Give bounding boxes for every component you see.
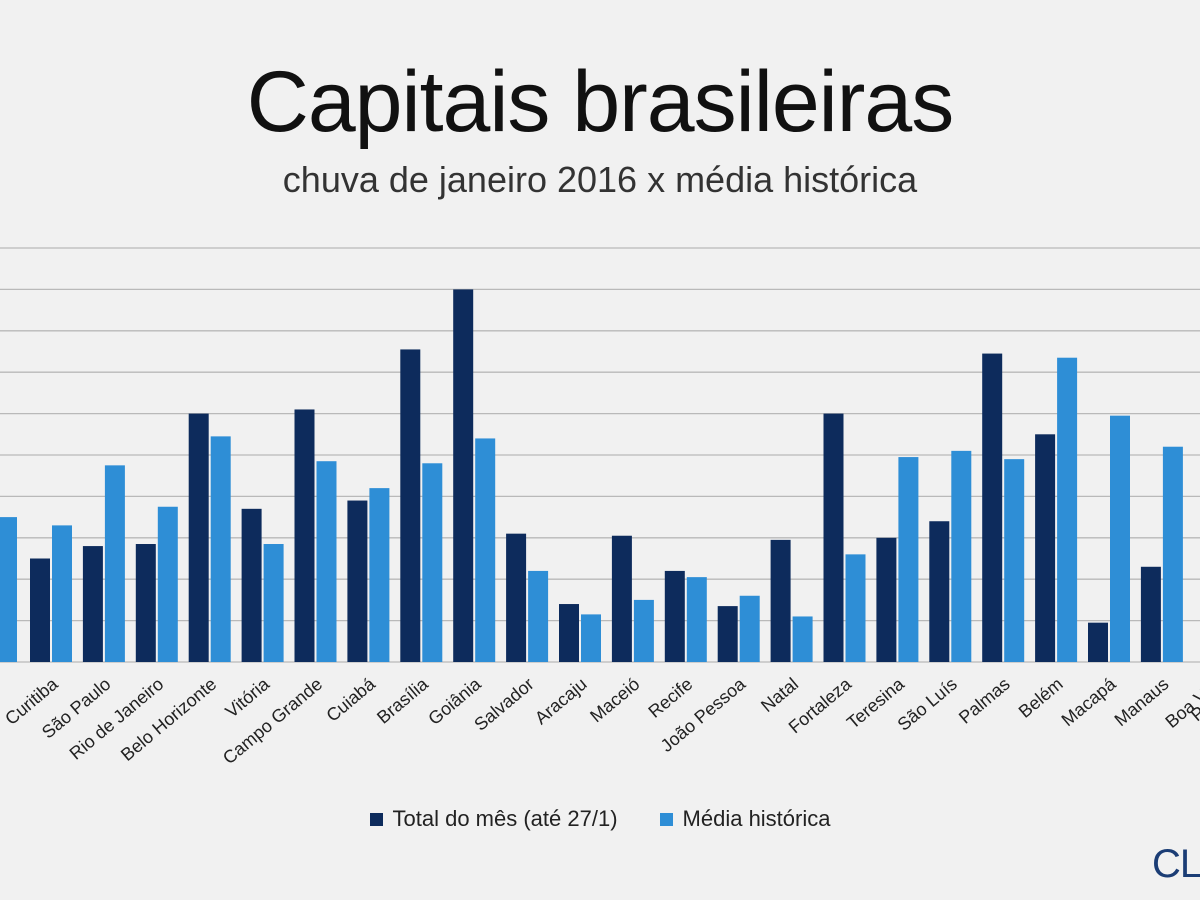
bar-total: [929, 521, 950, 662]
bar-media: [1110, 415, 1130, 662]
bar-total: [30, 558, 50, 662]
bar-media: [422, 463, 443, 662]
bar-media: [1004, 459, 1025, 662]
legend-swatch-total: [369, 812, 383, 826]
legend: Total do mês (até 27/1) Média histórica: [0, 806, 1200, 832]
bar-media: [898, 457, 919, 662]
bar-media: [263, 544, 284, 662]
bar-total: [876, 537, 897, 662]
x-tick-label: Belo Horizonte: [117, 674, 220, 765]
bar-total: [188, 413, 209, 662]
bar-media: [369, 488, 390, 662]
bar-media: [1057, 357, 1078, 662]
x-tick-label: Manaus: [1111, 674, 1173, 730]
bar-total: [982, 353, 1003, 662]
bar-media: [845, 554, 866, 662]
x-tick-label: Salvador: [470, 674, 537, 735]
bar-media: [52, 525, 72, 662]
bar-media: [951, 450, 972, 662]
x-tick-label: Macapá: [1058, 673, 1121, 730]
bar-total: [823, 413, 844, 662]
bar-total: [1140, 566, 1161, 662]
bar-total: [770, 539, 791, 662]
bar-total: [1088, 622, 1108, 662]
bar-media: [686, 577, 707, 662]
bar-media: [210, 436, 231, 662]
x-tick-label: Brasília: [373, 673, 433, 728]
bar-total: [82, 546, 103, 662]
x-tick-label: São Luís: [894, 674, 961, 735]
bar-media: [792, 616, 813, 662]
x-tick-label: Aracaju: [531, 674, 591, 729]
legend-label-total: Total do mês (até 27/1): [392, 806, 618, 831]
bar-media: [475, 438, 496, 662]
bar-media: [528, 570, 549, 662]
bar-total: [347, 500, 368, 662]
x-tick-label: Natal: [757, 674, 802, 716]
bar-total: [1035, 434, 1056, 662]
chart-title: Capitais brasileiras: [246, 54, 955, 150]
bar-total: [135, 544, 156, 662]
legend-swatch-media: [659, 812, 673, 826]
bar-media: [1162, 446, 1183, 662]
bar-total: [241, 508, 262, 662]
x-tick-label: Maceió: [586, 674, 643, 727]
x-tick-label: Cuiabá: [322, 673, 379, 726]
bar-total: [506, 533, 527, 662]
bar-total: [664, 570, 685, 662]
bar-total: [400, 349, 421, 662]
bar-media: [581, 614, 601, 662]
bar-media-partial: [0, 517, 17, 662]
bar-total: [453, 289, 474, 662]
legend-label-media: Média histórica: [682, 806, 831, 831]
bar-total: [611, 535, 632, 662]
bar-total: [559, 604, 579, 662]
bar-total: [294, 409, 315, 662]
bar-media: [316, 461, 337, 662]
legend-item-total: Total do mês (até 27/1): [369, 806, 618, 832]
bar-media: [157, 506, 178, 662]
brand-logo-text: CLI: [1152, 842, 1200, 886]
x-tick-label: Palmas: [955, 674, 1014, 728]
bar-media: [739, 595, 760, 662]
bar-media: [633, 599, 654, 662]
bar-media: [104, 465, 125, 662]
legend-item-media: Média histórica: [659, 806, 831, 832]
chart-subtitle: chuva de janeiro 2016 x média histórica: [282, 159, 918, 200]
bar-total: [717, 606, 738, 662]
